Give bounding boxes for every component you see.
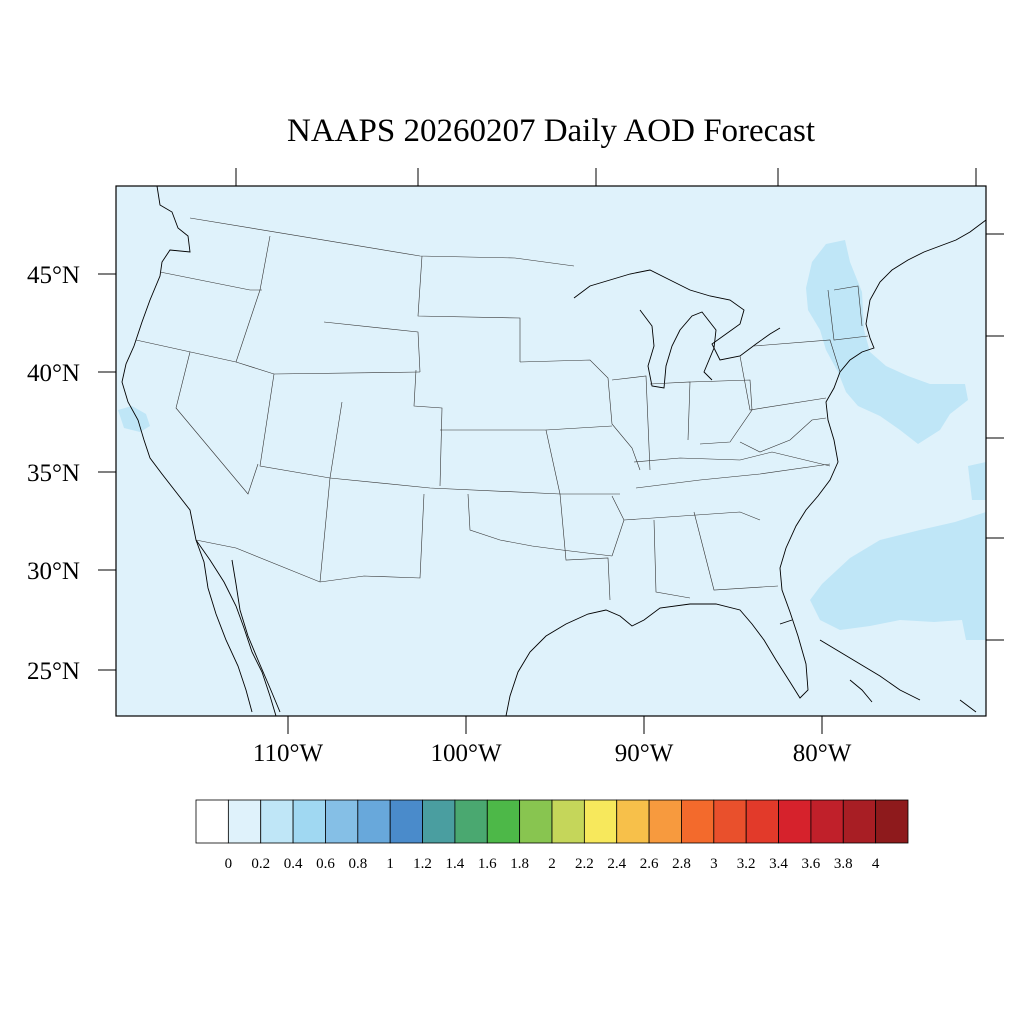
colorbar-swatch bbox=[810, 799, 844, 844]
colorbar-label: 2.8 bbox=[672, 856, 691, 872]
colorbar-label: 2.4 bbox=[607, 856, 626, 872]
colorbar-label: 1.8 bbox=[510, 856, 529, 872]
colorbar-label: 2.2 bbox=[575, 856, 594, 872]
colorbar-swatch bbox=[195, 799, 229, 844]
lat-label-45n: 45°N bbox=[27, 262, 80, 289]
colorbar-swatch bbox=[551, 799, 585, 844]
colorbar-swatch bbox=[519, 799, 553, 844]
top-axis-ticks bbox=[235, 168, 977, 186]
lat-label-30n: 30°N bbox=[27, 558, 80, 585]
colorbar-swatch bbox=[292, 799, 326, 844]
aod-plume-california-coast bbox=[118, 406, 150, 432]
colorbar: 0 0.2 0.4 0.6 0.8 1 1.2 1.4 1.6 1.8 2 2.2 2.4 2.6 2.8 3… bbox=[195, 799, 909, 872]
colorbar-label: 3.2 bbox=[737, 856, 756, 872]
aod-plume-atlantic-subtropical bbox=[810, 512, 986, 640]
colorbar-label: 3.4 bbox=[769, 856, 788, 872]
colorbar-swatch bbox=[422, 799, 456, 844]
colorbar-swatch bbox=[486, 799, 521, 844]
colorbar-label: 1.4 bbox=[446, 856, 465, 872]
great-lakes-shore bbox=[573, 269, 781, 389]
colorbar-label: 1.6 bbox=[478, 856, 497, 872]
colorbar-swatch bbox=[227, 799, 262, 844]
map-frame bbox=[115, 185, 987, 717]
longitude-labels: 110°W 100°W 90°W 80°W bbox=[253, 740, 852, 767]
colorbar-label: 0.4 bbox=[284, 856, 303, 872]
baja-coast bbox=[195, 539, 253, 713]
colorbar-swatch bbox=[745, 799, 779, 844]
colorbar-label: 3.6 bbox=[802, 856, 821, 872]
gulf-coast bbox=[505, 219, 987, 717]
colorbar-label: 2.6 bbox=[640, 856, 659, 872]
state-boundaries bbox=[135, 217, 869, 601]
aod-plume-east-atlantic-edge bbox=[968, 462, 986, 500]
figure-title: NAAPS 20260207 Daily AOD Forecast bbox=[287, 113, 815, 149]
colorbar-label: 0.8 bbox=[348, 856, 367, 872]
colorbar-label: 4 bbox=[872, 856, 880, 872]
colorbar-swatch bbox=[713, 799, 747, 844]
colorbar-label: 0.6 bbox=[316, 856, 335, 872]
colorbar-label: 0.2 bbox=[251, 856, 270, 872]
colorbar-swatch bbox=[325, 799, 359, 844]
lat-label-35n: 35°N bbox=[27, 460, 80, 487]
lon-label-80w: 80°W bbox=[793, 740, 852, 767]
colorbar-label: 2 bbox=[548, 856, 556, 872]
caribbean-islands bbox=[779, 619, 977, 713]
lat-label-25n: 25°N bbox=[27, 658, 80, 685]
colorbar-label: 1.2 bbox=[413, 856, 432, 872]
colorbar-label: 0 bbox=[225, 856, 233, 872]
colorbar-swatch bbox=[357, 799, 391, 844]
colorbar-swatch bbox=[842, 799, 877, 844]
colorbar-swatch bbox=[681, 799, 715, 844]
lat-label-40n: 40°N bbox=[27, 360, 80, 387]
colorbar-label: 3 bbox=[710, 856, 718, 872]
colorbar-swatch bbox=[875, 799, 909, 844]
colorbar-swatch bbox=[648, 799, 682, 844]
latitude-labels: 45°N 40°N 35°N 30°N 25°N bbox=[27, 262, 80, 685]
colorbar-swatch bbox=[260, 799, 294, 844]
lon-label-90w: 90°W bbox=[615, 740, 674, 767]
colorbar-swatch bbox=[454, 799, 488, 844]
map-panel bbox=[115, 185, 987, 717]
colorbar-swatch bbox=[583, 799, 618, 844]
colorbar-swatch bbox=[389, 799, 423, 844]
left-axis-ticks bbox=[98, 273, 116, 671]
colorbar-label: 3.8 bbox=[834, 856, 853, 872]
colorbar-swatch bbox=[778, 799, 812, 844]
bottom-axis-ticks bbox=[287, 716, 823, 734]
aod-plumes bbox=[118, 240, 986, 640]
lon-label-110w: 110°W bbox=[253, 740, 324, 767]
colorbar-swatch bbox=[616, 799, 650, 844]
colorbar-label: 1 bbox=[386, 856, 394, 872]
right-axis-ticks bbox=[986, 233, 1004, 641]
aod-plume-new-england bbox=[806, 240, 968, 444]
lon-label-100w: 100°W bbox=[430, 740, 501, 767]
gulf-of-california-coast bbox=[231, 559, 281, 713]
coastline bbox=[121, 185, 277, 717]
